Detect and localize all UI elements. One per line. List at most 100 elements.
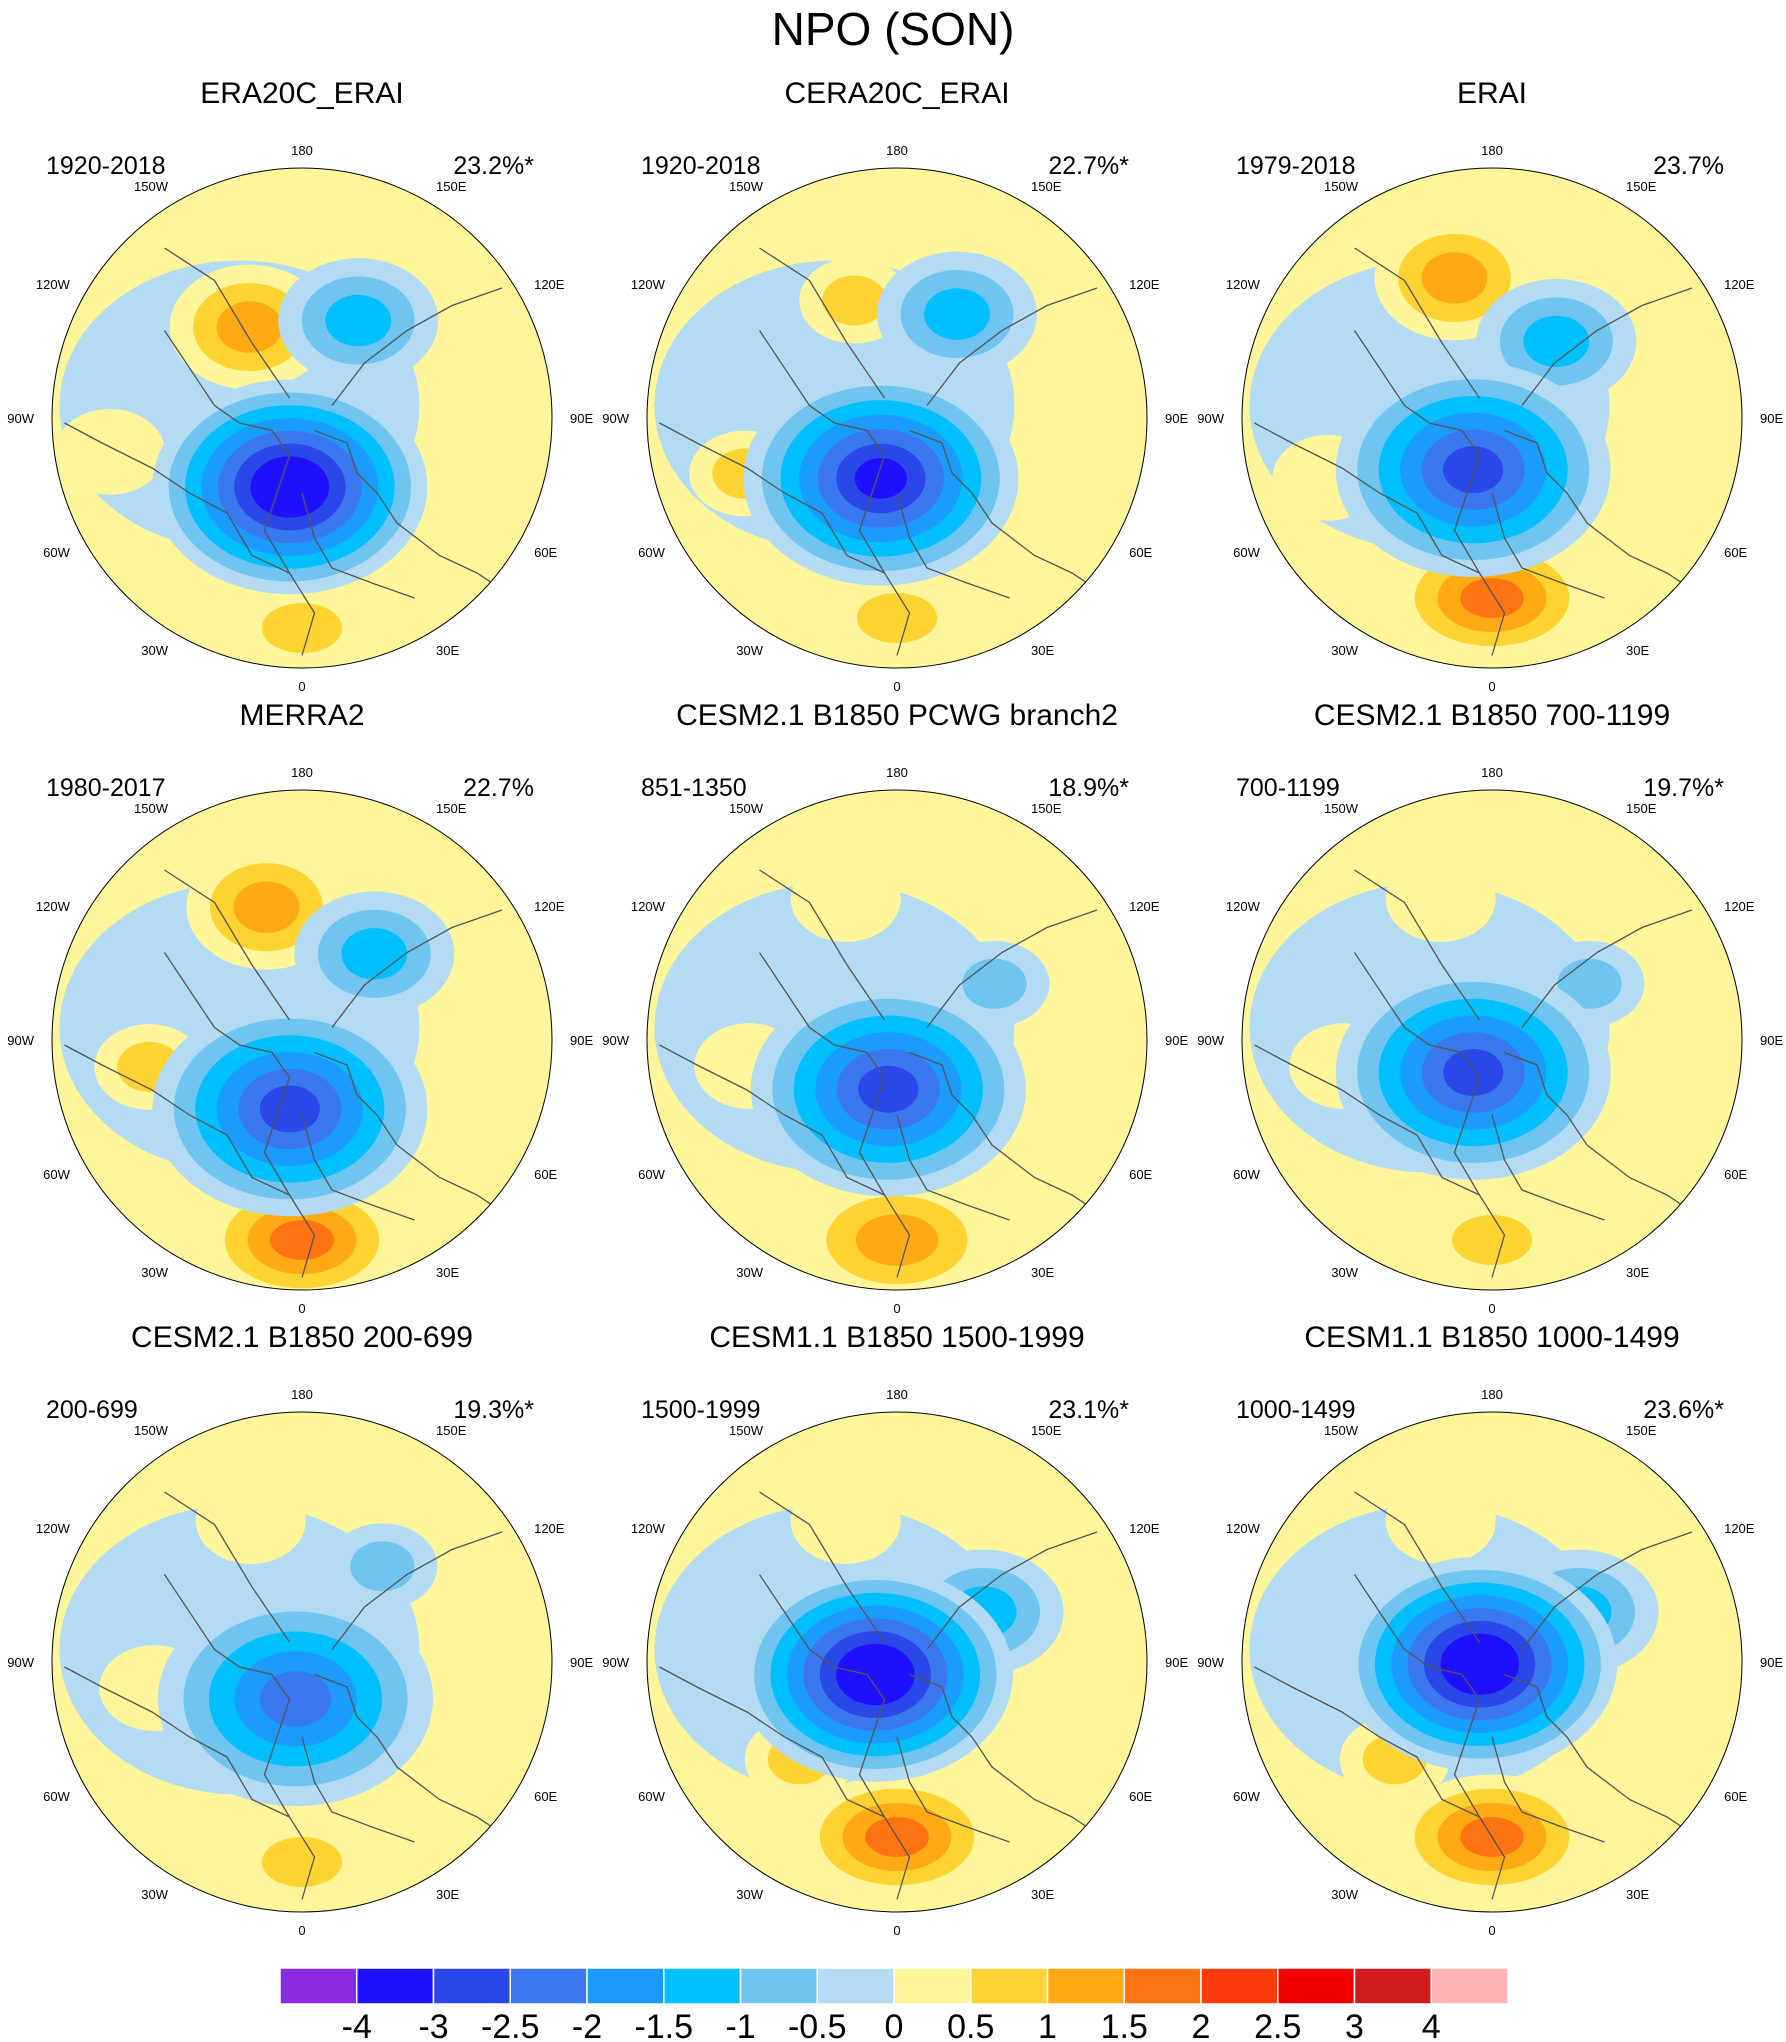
coastline — [314, 1051, 515, 1221]
lon-label: 150E — [1031, 801, 1062, 816]
map-boundary — [1241, 167, 1743, 669]
north-pacific-high-center — [233, 585, 371, 668]
panel-title: CESM2.1 B1850 200-699 — [131, 1321, 473, 1354]
lon-label: 90E — [1760, 411, 1783, 426]
europe-high-center — [1385, 1478, 1496, 1564]
panel-period: 1920-2018 — [641, 152, 761, 180]
lon-label: 150W — [729, 1423, 764, 1438]
coastline — [926, 287, 1098, 406]
lon-label: 150E — [1031, 1423, 1062, 1438]
contour-level — [1451, 1214, 1533, 1266]
contour-level — [259, 1671, 332, 1727]
coastlines — [64, 247, 515, 656]
coastline — [331, 909, 503, 1028]
map-boundary — [51, 1411, 553, 1913]
coastline — [926, 1531, 1098, 1650]
map-boundary — [646, 789, 1148, 1291]
coastline — [659, 1044, 885, 1196]
coastline — [759, 247, 886, 399]
lon-label: 60E — [534, 1167, 557, 1182]
lon-label: 120W — [1226, 1521, 1261, 1536]
lon-label: 90W — [7, 1655, 34, 1670]
colorbar-label: -1 — [725, 2008, 755, 2042]
lon-label: 0 — [298, 679, 305, 694]
colorbar-swatch — [1277, 1967, 1356, 2005]
coastline — [314, 429, 515, 599]
map-boundary — [1241, 1411, 1743, 1913]
contour-level — [1523, 315, 1590, 368]
lon-label: 90W — [602, 1033, 629, 1048]
europe-high-center — [186, 844, 347, 970]
lon-label: 150W — [134, 1423, 169, 1438]
lon-label: 30E — [1626, 1265, 1649, 1280]
pacific-low-center — [157, 1591, 433, 1807]
colorbar-swatch — [816, 1967, 895, 2005]
lon-label: 0 — [893, 1301, 900, 1316]
colorbar-swatch — [663, 1967, 742, 2005]
pacific-low-center — [750, 981, 1026, 1197]
lon-label: 30E — [436, 643, 459, 658]
lon-label: 0 — [1488, 679, 1495, 694]
lon-label: 180 — [1481, 1387, 1503, 1402]
panel-variance: 23.6%* — [1643, 1396, 1724, 1424]
lon-label: 120E — [1129, 1521, 1160, 1536]
contour-level — [54, 408, 165, 495]
map-boundary — [646, 167, 1148, 669]
lon-label: 60E — [1724, 1167, 1747, 1182]
north-pacific-high-center — [828, 575, 966, 661]
lon-label: 0 — [893, 1923, 900, 1938]
coastline — [758, 1574, 911, 1900]
pacific-low-center — [1335, 362, 1611, 577]
panel-period: 1980-2017 — [46, 774, 166, 802]
lon-label: 60E — [534, 545, 557, 560]
coastline — [64, 1044, 290, 1196]
panel-title: CERA20C_ERAI — [784, 77, 1009, 110]
panel-variance: 19.7%* — [1643, 774, 1724, 802]
contour-level — [1443, 446, 1504, 494]
pacific-low-center — [1342, 1556, 1618, 1772]
lon-label: 120E — [534, 899, 565, 914]
lon-label: 120E — [534, 1521, 565, 1536]
lon-label: 60W — [1233, 1789, 1260, 1804]
contour-level — [266, 469, 313, 505]
lon-label: 150W — [729, 801, 764, 816]
coastline — [64, 1666, 290, 1818]
colorbar-label: 2.5 — [1254, 2008, 1301, 2042]
coastline — [926, 909, 1098, 1028]
panel-variance: 22.7%* — [1048, 152, 1129, 180]
pacific-low-center — [152, 379, 428, 595]
coastline — [64, 422, 290, 574]
colorbar-swatch — [1430, 1967, 1509, 2005]
colorbar-label: -3 — [418, 2008, 448, 2042]
contour-level — [1443, 1049, 1504, 1096]
pacific-low-center — [152, 1001, 428, 1217]
anomaly-field — [1242, 168, 1742, 668]
coastline — [1521, 909, 1693, 1028]
coastline — [1504, 1673, 1705, 1843]
colorbar-swatch — [432, 1967, 511, 2005]
colorbar-label: 1.5 — [1101, 2008, 1148, 2042]
lon-label: 120E — [1724, 1521, 1755, 1536]
panel-period: 200-699 — [46, 1396, 138, 1424]
lon-label: 60E — [534, 1789, 557, 1804]
anomaly-field — [647, 1412, 1147, 1912]
lon-label: 30E — [1031, 1265, 1054, 1280]
lon-label: 30E — [1031, 643, 1054, 658]
map-boundary — [51, 789, 553, 1291]
lon-label: 120E — [1129, 277, 1160, 292]
colorbar-label: 0 — [885, 2008, 904, 2042]
coastline — [1354, 1491, 1481, 1643]
panel-period: 1979-2018 — [1236, 152, 1356, 180]
lon-label: 90E — [570, 411, 593, 426]
map-panel-4: MERRA2 1980-2017 22.7% 180 150E 120E 90E 60E 30E… — [7, 699, 593, 1316]
lon-label: 180 — [886, 765, 908, 780]
map-boundary — [646, 1411, 1148, 1913]
anomaly-field — [52, 168, 552, 668]
colorbar-label: -2.5 — [481, 2008, 540, 2042]
coastlines — [1254, 1491, 1705, 1900]
colorbar-swatch — [586, 1967, 665, 2005]
lon-label: 30W — [1331, 643, 1358, 658]
lon-label: 150E — [436, 179, 467, 194]
colorbar-swatch — [1123, 1967, 1202, 2005]
panel-grid: ERA20C_ERAI 1920-2018 23.2%* 180 150E 120E 90E… — [7, 77, 1783, 1938]
